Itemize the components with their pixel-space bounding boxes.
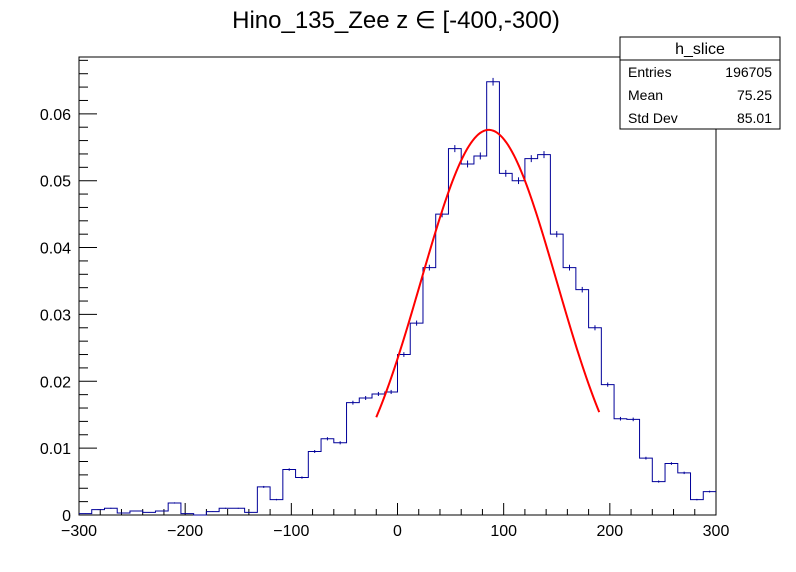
stats-box: h_slice Entries 196705 Mean 75.25 Std De… xyxy=(619,36,781,130)
y-tick-label: 0.04 xyxy=(40,241,71,258)
x-tick-label: 0 xyxy=(393,523,402,540)
y-tick-label: 0.01 xyxy=(40,441,71,458)
y-tick-label: 0.06 xyxy=(40,107,71,124)
y-tick-label: 0.03 xyxy=(40,307,71,324)
stats-entries-value: 196705 xyxy=(725,64,772,80)
gaussian-fit-curve xyxy=(375,128,601,418)
y-tick-label: 0.05 xyxy=(40,174,71,191)
histogram-outline xyxy=(79,81,716,516)
x-tick-label: −100 xyxy=(273,523,309,540)
stats-stddev-value: 85.01 xyxy=(737,110,772,126)
x-tick-label: −200 xyxy=(167,523,203,540)
y-tick-label: 0.02 xyxy=(40,374,71,391)
chart-title: Hino_135_Zee z ∈ [-400,-300) xyxy=(232,7,560,34)
stats-stddev-label: Std Dev xyxy=(628,110,678,126)
x-tick-label: 300 xyxy=(703,523,730,540)
x-tick-label: 100 xyxy=(490,523,517,540)
x-tick-label: −300 xyxy=(61,523,97,540)
stats-mean-label: Mean xyxy=(628,87,663,103)
stats-box-title: h_slice xyxy=(675,41,725,58)
stats-entries-label: Entries xyxy=(628,64,672,80)
x-tick-label: 200 xyxy=(596,523,623,540)
x-axis: −300 −200 −100 0 100 200 300 xyxy=(61,503,729,540)
stats-mean-value: 75.25 xyxy=(737,87,772,103)
stats-box-frame xyxy=(619,36,781,130)
y-axis: 0 0.01 0.02 0.03 0.04 0.05 0.06 xyxy=(40,59,97,525)
y-tick-label: 0 xyxy=(62,508,71,525)
